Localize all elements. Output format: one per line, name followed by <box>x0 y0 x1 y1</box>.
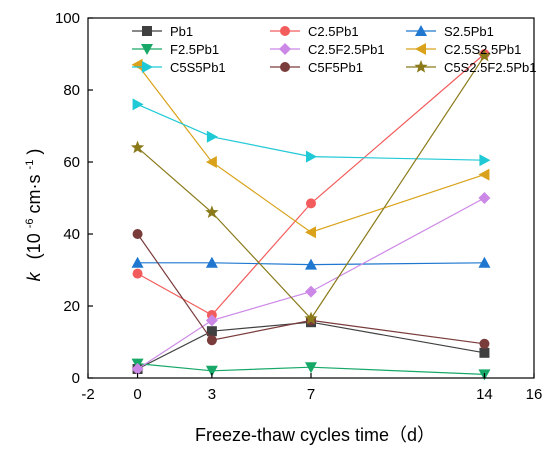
data-point <box>306 150 317 163</box>
legend: Pb1 C2.5Pb1 S2.5Pb1 F2.5Pb1 C2.5F2.5Pb1 C2.5S… <box>132 24 537 75</box>
data-point <box>305 226 316 239</box>
legend-marker <box>141 44 153 55</box>
series-line <box>137 197 485 370</box>
data-point <box>132 229 143 239</box>
y-tick-label: 0 <box>72 370 80 387</box>
legend-item: F2.5Pb1 <box>132 42 219 57</box>
data-point <box>478 192 491 204</box>
data-point <box>132 98 144 111</box>
data-point <box>306 198 316 209</box>
legend-label: C5S2.5F2.5Pb1 <box>444 60 537 75</box>
legend-label: F2.5Pb1 <box>170 42 219 57</box>
data-point <box>206 130 218 143</box>
x-tick-label: 3 <box>208 386 216 403</box>
data-point <box>305 285 317 298</box>
legend-marker <box>142 26 152 36</box>
series-line <box>137 55 485 320</box>
legend-label: C2.5S2.5Pb1 <box>444 42 521 57</box>
series-C2.5F2.5Pb1 <box>131 192 491 375</box>
legend-item: C5F5Pb1 <box>270 60 363 75</box>
plot-area <box>130 48 492 381</box>
legend-item: C5S2.5F2.5Pb1 <box>406 60 537 75</box>
legend-label: C2.5Pb1 <box>308 24 359 39</box>
legend-item: C2.5F2.5Pb1 <box>270 42 385 57</box>
legend-marker <box>142 61 153 73</box>
x-tick-label: 16 <box>526 386 543 403</box>
legend-marker <box>414 60 428 73</box>
legend-marker <box>279 43 291 55</box>
legend-item: C2.5Pb1 <box>270 24 359 39</box>
y-axis-title: k (10 -6 cm·s -1 ) <box>17 149 44 282</box>
data-point <box>479 154 491 167</box>
series-line <box>137 363 485 375</box>
y-tick-label: 40 <box>63 226 80 243</box>
data-point <box>479 347 490 358</box>
legend-marker <box>415 25 427 36</box>
y-tick-label: 60 <box>63 154 80 171</box>
data-point <box>305 258 317 270</box>
x-axis-title: Freeze-thaw cycles time（d） <box>195 425 435 445</box>
series-line <box>137 64 485 233</box>
y-tick-label: 100 <box>55 10 80 27</box>
legend-item: C2.5S2.5Pb1 <box>406 42 521 57</box>
legend-label: S2.5Pb1 <box>444 24 494 39</box>
series-C5S5Pb1 <box>132 98 491 167</box>
x-tick-label: -2 <box>81 386 94 403</box>
x-tick-label: 7 <box>307 386 315 403</box>
x-tick-label: 0 <box>133 386 141 403</box>
legend-item: C5S5Pb1 <box>132 60 226 75</box>
series-C5S2.5F2.5Pb1 <box>130 48 492 325</box>
y-axis-unit-close: ) <box>24 149 44 155</box>
data-point <box>205 256 218 268</box>
legend-label: C5S5Pb1 <box>170 60 226 75</box>
data-point <box>478 168 490 181</box>
data-point <box>206 335 217 346</box>
series-C2.5S2.5Pb1 <box>131 58 490 239</box>
y-axis-unit-mid: cm·s <box>24 174 44 213</box>
data-point <box>205 365 218 377</box>
data-point <box>477 48 492 62</box>
data-point <box>131 58 143 71</box>
legend-item: S2.5Pb1 <box>406 24 494 39</box>
series-line <box>137 262 485 266</box>
legend-marker <box>280 26 290 36</box>
data-point <box>205 156 217 168</box>
series-line <box>137 53 485 316</box>
data-point <box>206 326 217 337</box>
y-tick-label: 20 <box>63 298 80 315</box>
legend-item: Pb1 <box>132 24 193 39</box>
data-point <box>305 362 317 374</box>
data-point <box>131 256 144 268</box>
series-C2.5Pb1 <box>132 49 490 320</box>
legend-marker <box>415 43 426 55</box>
data-point <box>131 363 144 375</box>
legend-label: Pb1 <box>170 24 193 39</box>
legend-marker <box>280 62 290 72</box>
data-point <box>205 314 218 327</box>
y-axis-unit-exp2: -1 <box>24 160 36 170</box>
legend-label: C5F5Pb1 <box>308 60 363 75</box>
data-point <box>479 338 490 349</box>
y-axis-variable: k <box>24 271 44 281</box>
x-tick-label: 14 <box>476 386 493 403</box>
y-axis-unit-exp1: -6 <box>24 219 36 229</box>
legend-label: C2.5F2.5Pb1 <box>308 42 385 57</box>
y-axis-unit-open: (10 <box>24 233 44 259</box>
data-point <box>130 140 145 154</box>
series-line <box>137 103 485 161</box>
data-point <box>132 268 143 279</box>
data-point <box>478 256 491 268</box>
series-line <box>137 233 485 345</box>
y-tick-label: 80 <box>63 82 80 99</box>
data-point <box>205 205 219 219</box>
series-line <box>137 321 485 370</box>
data-point <box>304 311 318 325</box>
series-S2.5Pb1 <box>131 256 491 270</box>
